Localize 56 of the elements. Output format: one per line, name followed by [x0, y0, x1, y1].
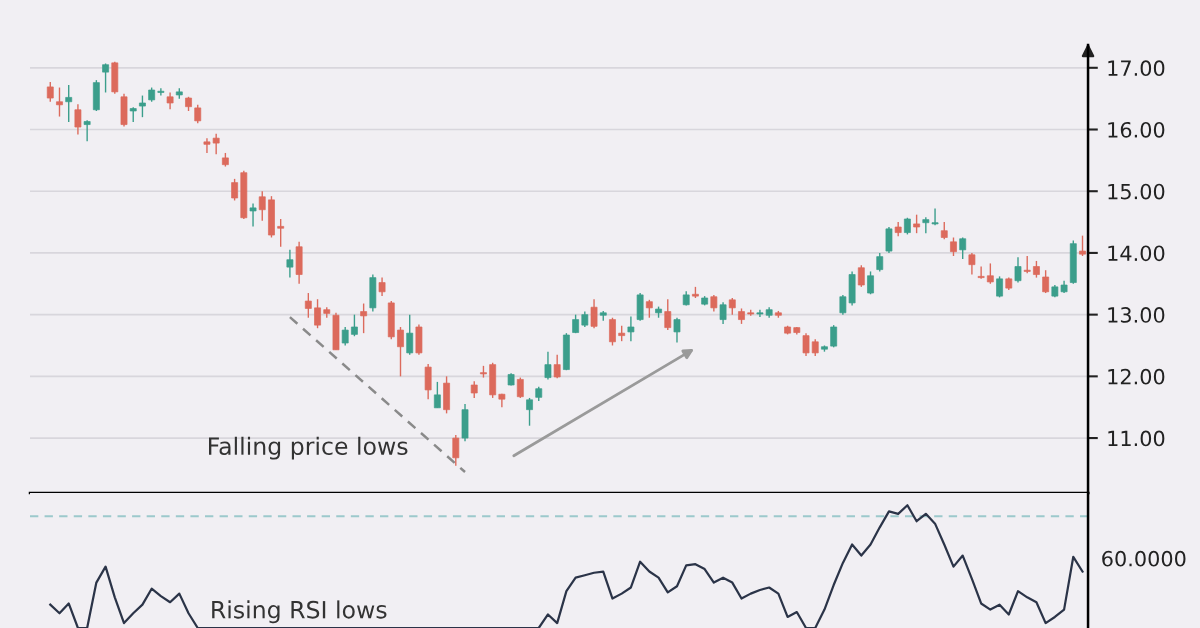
- candlestick: [1014, 256, 1022, 284]
- candlestick: [719, 301, 727, 325]
- text: 60.0000: [1102, 550, 1186, 567]
- candlestick: [249, 202, 257, 228]
- candlestick: [590, 298, 598, 329]
- candlestick: [876, 252, 884, 273]
- candlestick: [516, 376, 524, 399]
- candlestick: [986, 262, 994, 285]
- candlestick: [102, 62, 109, 94]
- candlestick: [258, 190, 266, 222]
- candlestick: [609, 317, 616, 347]
- candlestick: [950, 236, 957, 257]
- annotation: Rising RSI lows: [212, 600, 387, 624]
- candlestick: [406, 313, 414, 356]
- candlestick: [56, 86, 63, 118]
- candlestick: [74, 103, 82, 136]
- candlestick: [277, 218, 285, 248]
- y-tick-label: 12.00: [1108, 368, 1165, 385]
- y-tick-label: 11.00: [1108, 430, 1165, 447]
- candlestick: [968, 252, 976, 276]
- candlestick: [351, 313, 358, 337]
- candlestick: [424, 363, 432, 400]
- y-tick-label: 13.00: [1108, 307, 1165, 323]
- candlestick: [1042, 269, 1050, 294]
- candlestick: [885, 226, 893, 254]
- y-tick-label: 17.00: [1108, 60, 1165, 77]
- candlestick: [83, 119, 91, 142]
- y-tick-label: 15.00: [1108, 183, 1165, 200]
- candlestick: [802, 332, 810, 357]
- candlestick: [397, 326, 404, 378]
- candlestick: [194, 104, 202, 125]
- candlestick: [360, 302, 368, 334]
- candlestick: [673, 317, 681, 344]
- candlestick: [913, 213, 921, 234]
- candlestick: [304, 292, 312, 319]
- candlestick: [157, 87, 165, 97]
- candlestick: [341, 326, 349, 347]
- candlestick: [433, 381, 441, 409]
- y-tick-label: 16.00: [1108, 121, 1165, 138]
- annotation: Falling price lows: [209, 436, 408, 460]
- candlestick: [526, 397, 533, 427]
- candlestick: [664, 298, 672, 331]
- candlestick: [231, 178, 238, 202]
- candlestick: [314, 298, 321, 329]
- candlestick: [627, 315, 635, 342]
- candlestick: [857, 264, 865, 288]
- candlestick: [452, 434, 460, 467]
- candlestick: [286, 249, 294, 279]
- candlestick: [139, 94, 146, 118]
- candlestick: [46, 81, 54, 103]
- candlestick: [977, 265, 985, 280]
- candlestick: [1079, 234, 1086, 257]
- candlestick: [378, 276, 386, 297]
- y-tick-label: 14.00: [1108, 245, 1165, 262]
- candlestick: [65, 84, 73, 123]
- candlestick: [544, 350, 552, 381]
